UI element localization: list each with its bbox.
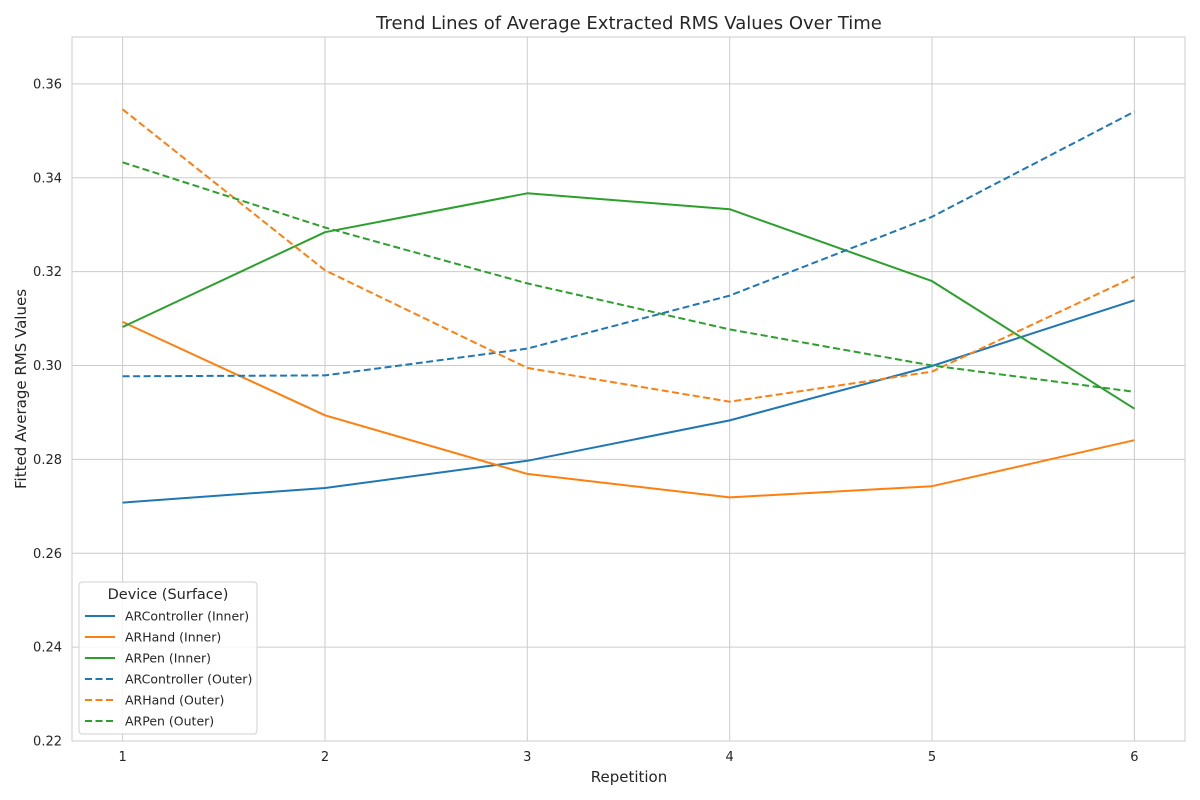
legend-items: ARController (Inner) ARHand (Inner) ARPen … [85,609,252,729]
legend-label: ARHand (Inner) [125,630,221,645]
x-tick-label: 1 [118,750,126,765]
legend-label: ARController (Inner) [125,609,249,624]
x-axis-label: Repetition [591,768,668,786]
series-line-1 [122,320,1135,499]
series-line-5 [122,161,1135,393]
x-tick-label: 6 [1130,750,1138,765]
legend-label: ARHand (Outer) [125,693,224,708]
legend-label: ARPen (Inner) [125,651,211,666]
y-axis-label: Fitted Average RMS Values [12,289,30,489]
x-axis-ticks: 1 2 3 4 5 6 [118,750,1138,765]
y-tick-label: 0.30 [33,359,62,374]
series-line-2 [122,192,1135,410]
x-tick-label: 5 [928,750,936,765]
y-tick-label: 0.28 [33,453,62,468]
y-tick-label: 0.32 [33,265,62,280]
chart-title: Trend Lines of Average Extracted RMS Val… [375,13,882,34]
y-tick-label: 0.34 [33,171,62,186]
x-tick-label: 3 [523,750,531,765]
y-tick-label: 0.26 [33,547,62,562]
legend-label: ARPen (Outer) [125,714,214,729]
legend-title: Device (Surface) [108,587,229,603]
legend-box [78,581,258,735]
x-tick-label: 4 [726,750,734,765]
y-axis-ticks: 0.22 0.24 0.26 0.28 0.30 0.32 0.34 0.36 [33,77,62,749]
legend: Device (Surface) ARController (Inner) ARH… [78,581,258,735]
series-lines [121,108,1135,504]
grid-lines [72,37,1185,742]
y-tick-label: 0.24 [33,641,62,656]
y-tick-label: 0.22 [33,735,62,750]
series-line-3 [122,110,1135,378]
x-tick-label: 2 [321,750,329,765]
legend-label: ARController (Outer) [125,672,252,687]
series-line-4 [121,108,1135,403]
y-tick-label: 0.36 [33,77,62,92]
